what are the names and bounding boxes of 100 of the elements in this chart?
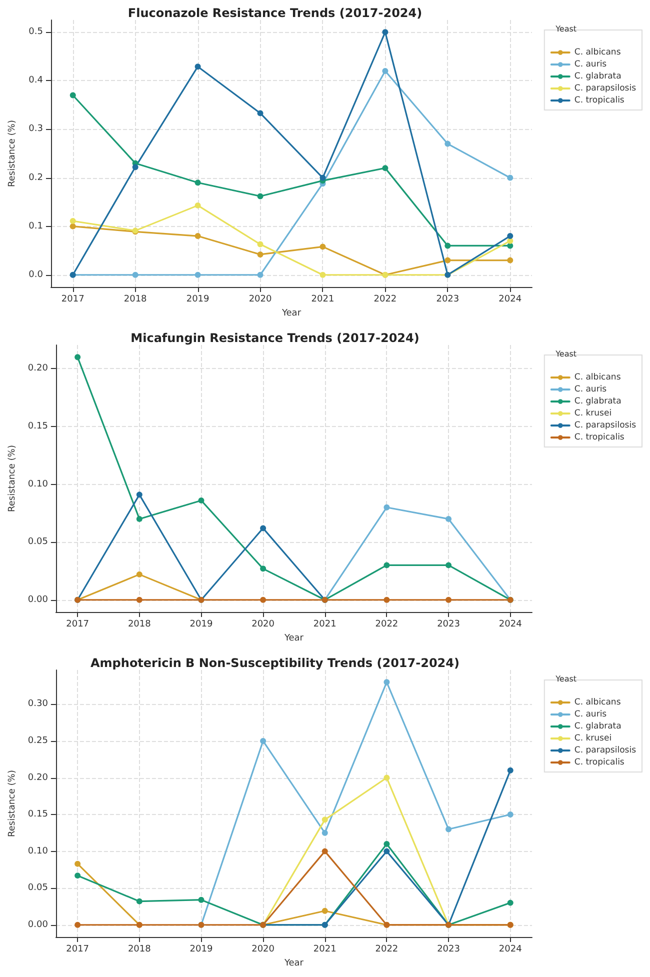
legend-title: Yeast — [554, 674, 577, 684]
y-tick-label: 0.5 — [28, 27, 43, 38]
x-tick-label: 2023 — [437, 944, 460, 954]
point — [198, 497, 204, 504]
point — [507, 900, 514, 906]
point — [257, 272, 264, 278]
y-tick-label: 0.15 — [28, 421, 48, 432]
point — [384, 596, 390, 603]
x-tick-label: 2022 — [374, 294, 397, 304]
y-tick-label: 0.20 — [28, 772, 48, 783]
point — [136, 492, 142, 498]
y-tick-label: 0.25 — [28, 736, 48, 746]
x-tick-label: 2024 — [498, 944, 522, 954]
y-axis-title: Resistance (%) — [8, 445, 18, 512]
y-tick-label: 0.15 — [28, 810, 48, 820]
legend-label: C. glabrata — [574, 396, 622, 406]
point — [198, 896, 204, 903]
x-tick-label: 2023 — [436, 294, 460, 304]
point — [260, 596, 266, 603]
point — [382, 68, 388, 74]
point — [132, 272, 138, 278]
point — [322, 816, 328, 823]
x-tick-label: 2021 — [311, 294, 334, 304]
point — [74, 872, 81, 879]
legend-label: C. albicans — [574, 698, 622, 708]
x-tick-label: 2020 — [252, 944, 275, 954]
point — [257, 251, 264, 258]
point — [384, 848, 390, 854]
x-tick-label: 2019 — [190, 944, 213, 954]
y-axis-title: Resistance (%) — [8, 770, 18, 837]
y-tick-label: 0.0 — [28, 270, 44, 280]
point — [446, 562, 452, 568]
point — [446, 596, 452, 603]
point — [260, 525, 266, 532]
point — [384, 562, 390, 568]
point — [507, 174, 514, 181]
y-tick-label: 0.4 — [28, 76, 44, 86]
point — [194, 202, 201, 208]
legend-title: Yeast — [554, 350, 577, 358]
point — [384, 679, 390, 686]
legend-label: C. parapsilosis — [574, 746, 637, 756]
point — [136, 596, 142, 603]
y-tick-label: 0.05 — [28, 883, 48, 894]
x-tick-label: 2019 — [186, 294, 210, 304]
legend-label: C. parapsilosis — [574, 420, 637, 430]
x-tick-label: 2018 — [128, 944, 152, 954]
point — [446, 826, 452, 832]
point — [194, 272, 201, 278]
x-tick-label: 2023 — [437, 620, 460, 630]
legend-label: C. albicans — [574, 372, 622, 382]
point — [507, 233, 514, 240]
y-tick-label: 0.05 — [28, 537, 48, 548]
legend-label: C. glabrata — [574, 722, 622, 732]
legend-label: C. auris — [574, 710, 608, 720]
x-tick-label: 2024 — [498, 294, 522, 304]
y-tick-label: 0.10 — [28, 846, 48, 856]
legend-label: C. albicans — [574, 48, 622, 58]
point — [257, 110, 264, 116]
y-tick-label: 0.1 — [28, 221, 43, 232]
x-tick-label: 2017 — [66, 944, 90, 954]
x-tick-label: 2021 — [313, 620, 336, 630]
chart-title: Micafungin Resistance Trends (2017-2024) — [130, 331, 420, 345]
x-tick-label: 2020 — [248, 294, 272, 304]
y-tick-label: 0.3 — [28, 124, 43, 134]
point — [320, 272, 326, 278]
legend-label: C. auris — [574, 60, 608, 70]
point — [260, 738, 266, 744]
point — [322, 848, 328, 854]
x-tick-label: 2024 — [498, 620, 522, 630]
y-tick-label: 0.00 — [28, 594, 48, 605]
point — [322, 908, 328, 914]
legend-label: C. tropicalis — [574, 96, 625, 106]
chart-title: Fluconazole Resistance Trends (2017-2024) — [128, 6, 422, 20]
point — [384, 504, 390, 510]
legend-label: C. auris — [574, 384, 608, 394]
x-tick-label: 2018 — [124, 294, 148, 304]
point — [444, 140, 451, 147]
x-tick-label: 2017 — [61, 294, 84, 304]
point — [194, 180, 201, 186]
x-tick-label: 2022 — [375, 944, 398, 954]
x-tick-label: 2022 — [375, 620, 398, 630]
point — [446, 516, 452, 522]
point — [132, 164, 138, 170]
point — [507, 812, 514, 818]
point — [320, 174, 326, 181]
y-tick-label: 0.20 — [28, 364, 48, 374]
x-tick-label: 2017 — [66, 620, 90, 630]
x-tick-label: 2021 — [313, 944, 336, 954]
point — [507, 257, 514, 264]
point — [257, 193, 264, 200]
legend-label: C. parapsilosis — [574, 84, 637, 94]
x-axis-title: Year — [280, 308, 302, 318]
point — [257, 241, 264, 248]
x-axis-title: Year — [283, 634, 304, 644]
y-tick-label: 0.30 — [28, 699, 48, 710]
point — [74, 354, 81, 360]
y-axis-title: Resistance (%) — [8, 120, 18, 187]
legend-label: C. glabrata — [574, 72, 622, 82]
point — [384, 840, 390, 847]
y-tick-label: 0.2 — [28, 172, 43, 183]
